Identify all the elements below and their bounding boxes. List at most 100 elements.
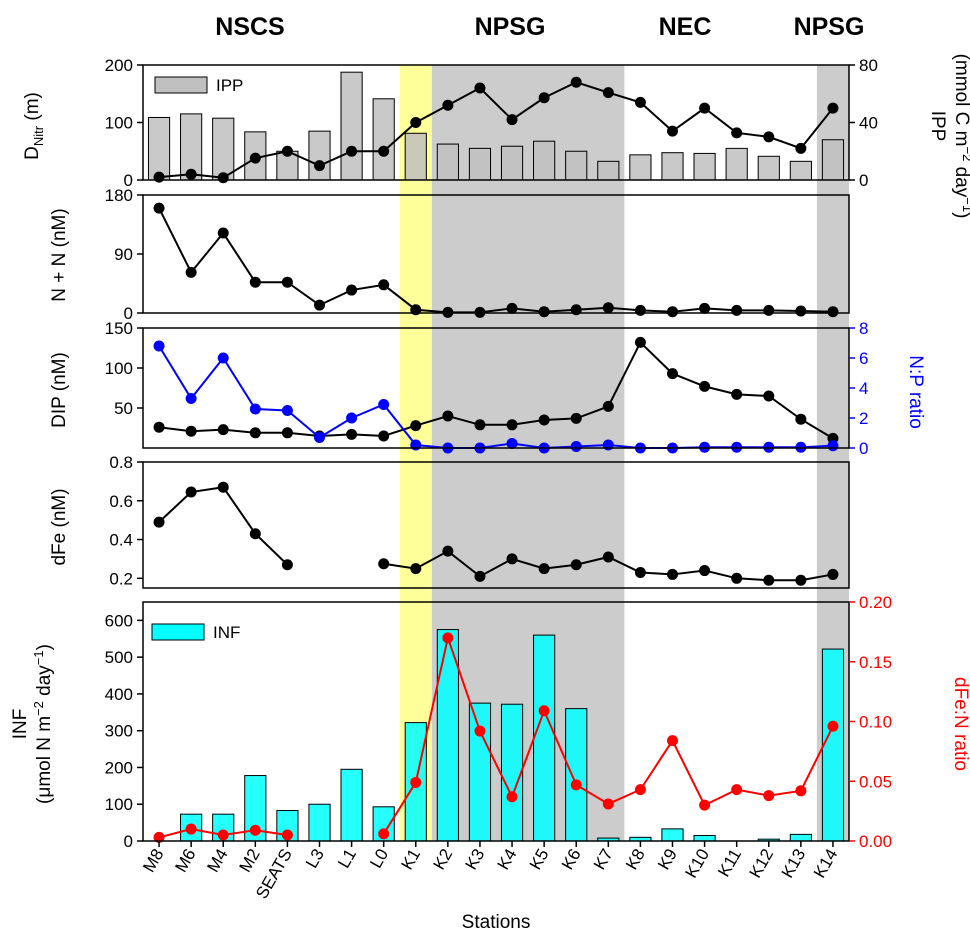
right-tick-label: 4 [859,379,868,398]
left-tick-label: 100 [105,795,133,814]
np-ratio-point-L3 [314,432,325,443]
nn-point-K12 [763,304,775,316]
np-ratio-point-K1 [410,439,422,451]
ylabel-dfe: dFe (nM) [49,488,70,565]
dip-point-L0 [378,430,390,442]
ylabel-nn: N + N (nM) [49,208,70,301]
region-label-nec: NEC [659,13,712,41]
legend-label-ipp: IPP [216,76,243,95]
ylabel-dnitr: DNitr (m) [22,92,46,160]
dfe-point-K11 [731,572,743,584]
ipp-bar-K10 [693,152,716,181]
dfe-point-K5 [538,563,550,575]
left-tick-label: 0 [124,171,133,190]
nn-point-K9 [667,306,678,318]
dnitr-point-K1 [410,117,422,128]
inf-bar-L1 [340,768,363,842]
dfe-point-K14 [827,568,839,580]
inf-bar-K10 [693,834,716,842]
ipp-bar-K9 [661,152,684,181]
xlabel-stations: Stations [462,912,531,933]
nn-point-M6 [185,266,197,278]
dfe-point-K4 [506,553,518,565]
nn-point-K11 [731,304,743,316]
dfe-point-K12 [763,574,775,586]
left-tick-label: 0.4 [109,531,133,550]
dnitr-point-K9 [667,125,678,137]
dfen-ratio-point-K2 [442,632,454,644]
dip-point-K9 [667,368,678,380]
np-ratio-point-L0 [378,399,390,410]
station-label-M4: M4 [203,846,231,876]
dfen-ratio-point-K3 [474,725,486,737]
nn-point-K5 [538,306,550,318]
left-tick-label: 50 [114,399,133,418]
ipp-bar-K12 [757,155,780,181]
shaded-zones [399,65,849,841]
panel-dip-np: 50 100 150 0 2 4 6 8 [105,319,869,458]
left-tick-label: 0 [124,304,133,323]
inf-bar-K13 [789,833,812,842]
dfen-ratio-point-K14 [827,720,839,732]
left-tick-label: 200 [105,758,133,777]
ipp-bar-K4 [500,145,524,181]
dip-point-K4 [506,419,518,431]
dnitr-point-K7 [602,87,614,99]
ipp-bar-K7 [597,160,620,181]
dip-line [158,340,834,440]
ipp-bar-K8 [629,154,652,181]
left-tick-label: 180 [105,186,133,205]
station-label-L3: L3 [302,846,328,872]
dfen-ratio-point-K6 [570,779,582,791]
np-ratio-point-L1 [346,412,358,424]
dip-point-K13 [795,413,807,425]
nn-point-K14 [827,306,839,318]
dfe-point-K3 [474,570,486,582]
dfe-line [158,486,289,566]
dfe-point-K13 [795,574,807,586]
dfe-point-K7 [602,551,614,563]
nn-point-L3 [314,299,325,311]
ipp-bar-K2 [436,143,459,181]
dip-point-K12 [763,390,775,402]
ylabel-np: N:P ratio [905,355,926,429]
ylabel-dfen: dFe:N ratio [950,677,970,771]
panel-inf-dfen: 01002003004005006000.000.050.100.150.20 … [105,593,892,851]
inf-bar-L3 [308,803,331,842]
left-tick-label: 500 [105,648,133,667]
right-tick-label: 40 [859,114,878,133]
left-tick-label: 0.8 [109,453,133,472]
dfe-point-K9 [667,568,678,580]
ylabel-inf: INF [10,709,31,740]
dnitr-point-M6 [185,168,197,180]
dnitr-point-K10 [699,102,711,114]
station-label-L0: L0 [366,846,392,872]
ipp-bar-K11 [725,147,748,181]
dfen-ratio-point-K10 [699,799,711,811]
dfen-ratio-point-K4 [506,791,518,803]
np-ratio-point-M6 [185,393,197,404]
station-label-K6: K6 [558,846,585,874]
nn-point-M4 [217,227,229,239]
np-ratio-point-K6 [570,441,582,452]
dnitr-point-L3 [314,160,325,172]
shade-npsg-gray [431,65,625,841]
inf-bar-K14 [821,648,845,842]
station-label-K11: K11 [714,846,745,881]
station-label-M8: M8 [139,846,167,876]
inf-bar-K5 [533,634,556,842]
dnitr-point-L0 [378,145,390,157]
dnitr-point-K14 [827,102,839,114]
dfen-ratio-point-K13 [795,785,807,797]
np-ratio-point-K7 [602,439,614,451]
dfe-point-K8 [634,566,646,578]
dnitr-point-M8 [153,171,165,183]
dfe-point-L0 [378,558,390,570]
ipp-bar-K6 [565,150,588,181]
ipp-bar-L1 [340,71,363,181]
station-label-M2: M2 [236,846,264,876]
right-tick-label: 0 [859,439,868,458]
left-tick-label: 200 [105,56,133,75]
dip-point-M4 [217,424,229,436]
